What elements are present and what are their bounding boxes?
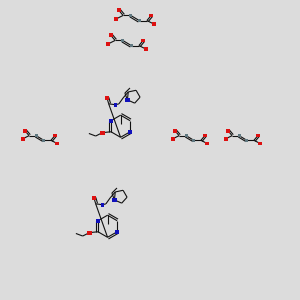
Bar xyxy=(100,203,104,207)
Bar xyxy=(121,39,124,42)
Bar xyxy=(96,219,100,223)
Bar xyxy=(106,42,110,46)
Bar xyxy=(238,134,241,137)
Bar xyxy=(152,22,156,26)
Bar xyxy=(141,38,145,42)
Bar xyxy=(21,137,25,140)
Bar xyxy=(144,47,148,51)
Bar xyxy=(226,129,230,133)
Bar xyxy=(56,142,59,145)
Bar xyxy=(184,134,188,137)
Bar xyxy=(203,134,207,137)
Bar xyxy=(114,103,117,106)
Bar xyxy=(53,134,57,137)
Bar xyxy=(224,137,228,140)
Bar xyxy=(92,196,96,200)
Bar xyxy=(109,118,113,123)
Bar xyxy=(100,130,105,135)
Bar xyxy=(42,139,46,142)
Bar xyxy=(109,33,113,37)
Bar xyxy=(171,137,175,140)
Bar xyxy=(258,142,262,145)
Bar xyxy=(112,198,116,202)
Bar xyxy=(87,230,92,235)
Bar xyxy=(130,44,133,47)
Bar xyxy=(149,14,153,17)
Bar xyxy=(105,96,109,100)
Bar xyxy=(206,142,209,145)
Bar xyxy=(129,14,133,17)
Bar xyxy=(245,139,248,142)
Bar xyxy=(192,139,196,142)
Bar xyxy=(173,129,177,133)
Bar xyxy=(34,134,38,137)
Bar xyxy=(256,134,260,137)
Bar xyxy=(115,230,119,234)
Bar xyxy=(138,19,141,22)
Bar xyxy=(128,130,132,134)
Bar xyxy=(125,98,130,102)
Bar xyxy=(117,8,121,12)
Bar xyxy=(114,17,118,21)
Bar xyxy=(23,129,27,133)
